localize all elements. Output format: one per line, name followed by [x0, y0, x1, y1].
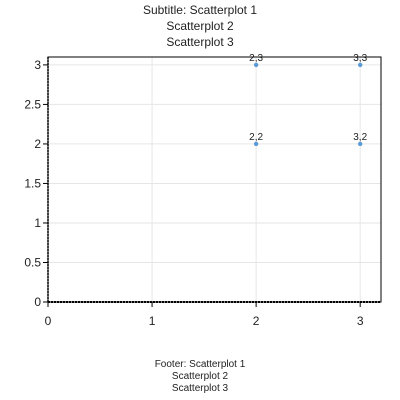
y-axis-ticks: 0 0.5 1 1.5 2 2.5 3 [24, 58, 48, 309]
subtitle-line-2: Scatterplot 2 [166, 19, 234, 33]
data-label: 3,2 [353, 132, 367, 143]
data-label: 2,2 [249, 132, 263, 143]
footer-line-1: Footer: Scatterplot 1 [154, 359, 246, 370]
data-label: 3,3 [353, 53, 367, 64]
y-tick-label: 0 [34, 295, 41, 309]
footer-line-2: Scatterplot 2 [171, 371, 229, 382]
data-point [357, 62, 363, 68]
grid-lines [48, 57, 381, 302]
x-tick-label: 3 [357, 314, 364, 328]
subtitle-line-1: Subtitle: Scatterplot 1 [142, 3, 258, 17]
plot-area-border [47, 56, 382, 303]
data-point [357, 141, 363, 147]
y-tick-label: 2.5 [24, 97, 41, 111]
chart-footer: Footer: Scatterplot 1 Scatterplot 2 Scat… [0, 359, 400, 395]
data-labels: 2,3 3,3 2,2 3,2 [249, 53, 367, 143]
data-label: 2,3 [249, 53, 263, 64]
y-tick-label: 3 [34, 58, 41, 72]
y-tick-label: 2 [34, 137, 41, 151]
data-point [253, 141, 259, 147]
y-tick-label: 1.5 [24, 176, 41, 190]
x-axis-ticks: 0 1 2 3 [45, 302, 364, 328]
footer-line-3: Scatterplot 3 [171, 383, 229, 394]
x-tick-label: 1 [149, 314, 156, 328]
x-tick-label: 0 [45, 314, 52, 328]
y-tick-label: 1 [34, 216, 41, 230]
chart-subtitle: Subtitle: Scatterplot 1 Scatterplot 2 Sc… [0, 2, 400, 50]
data-points [253, 62, 363, 147]
x-tick-label: 2 [253, 314, 260, 328]
y-tick-label: 0.5 [24, 255, 41, 269]
data-point [253, 62, 259, 68]
subtitle-line-3: Scatterplot 3 [166, 35, 234, 49]
